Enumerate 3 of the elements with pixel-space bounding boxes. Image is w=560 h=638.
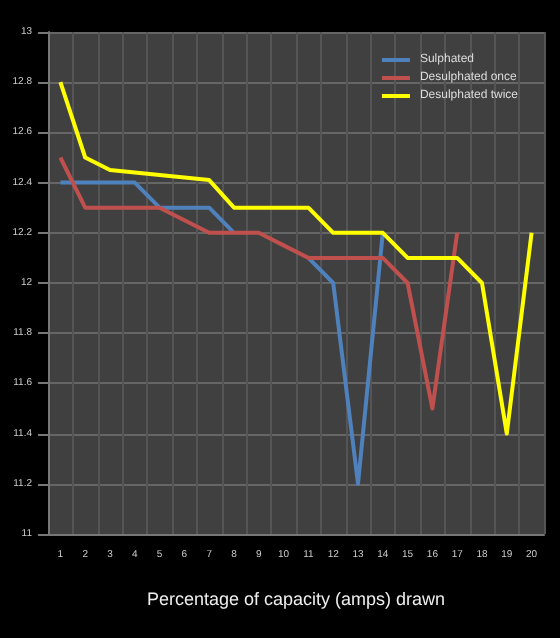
line-series [58,155,460,411]
line-series [58,80,534,436]
x-axis-title: Percentage of capacity (amps) drawn [146,589,446,609]
